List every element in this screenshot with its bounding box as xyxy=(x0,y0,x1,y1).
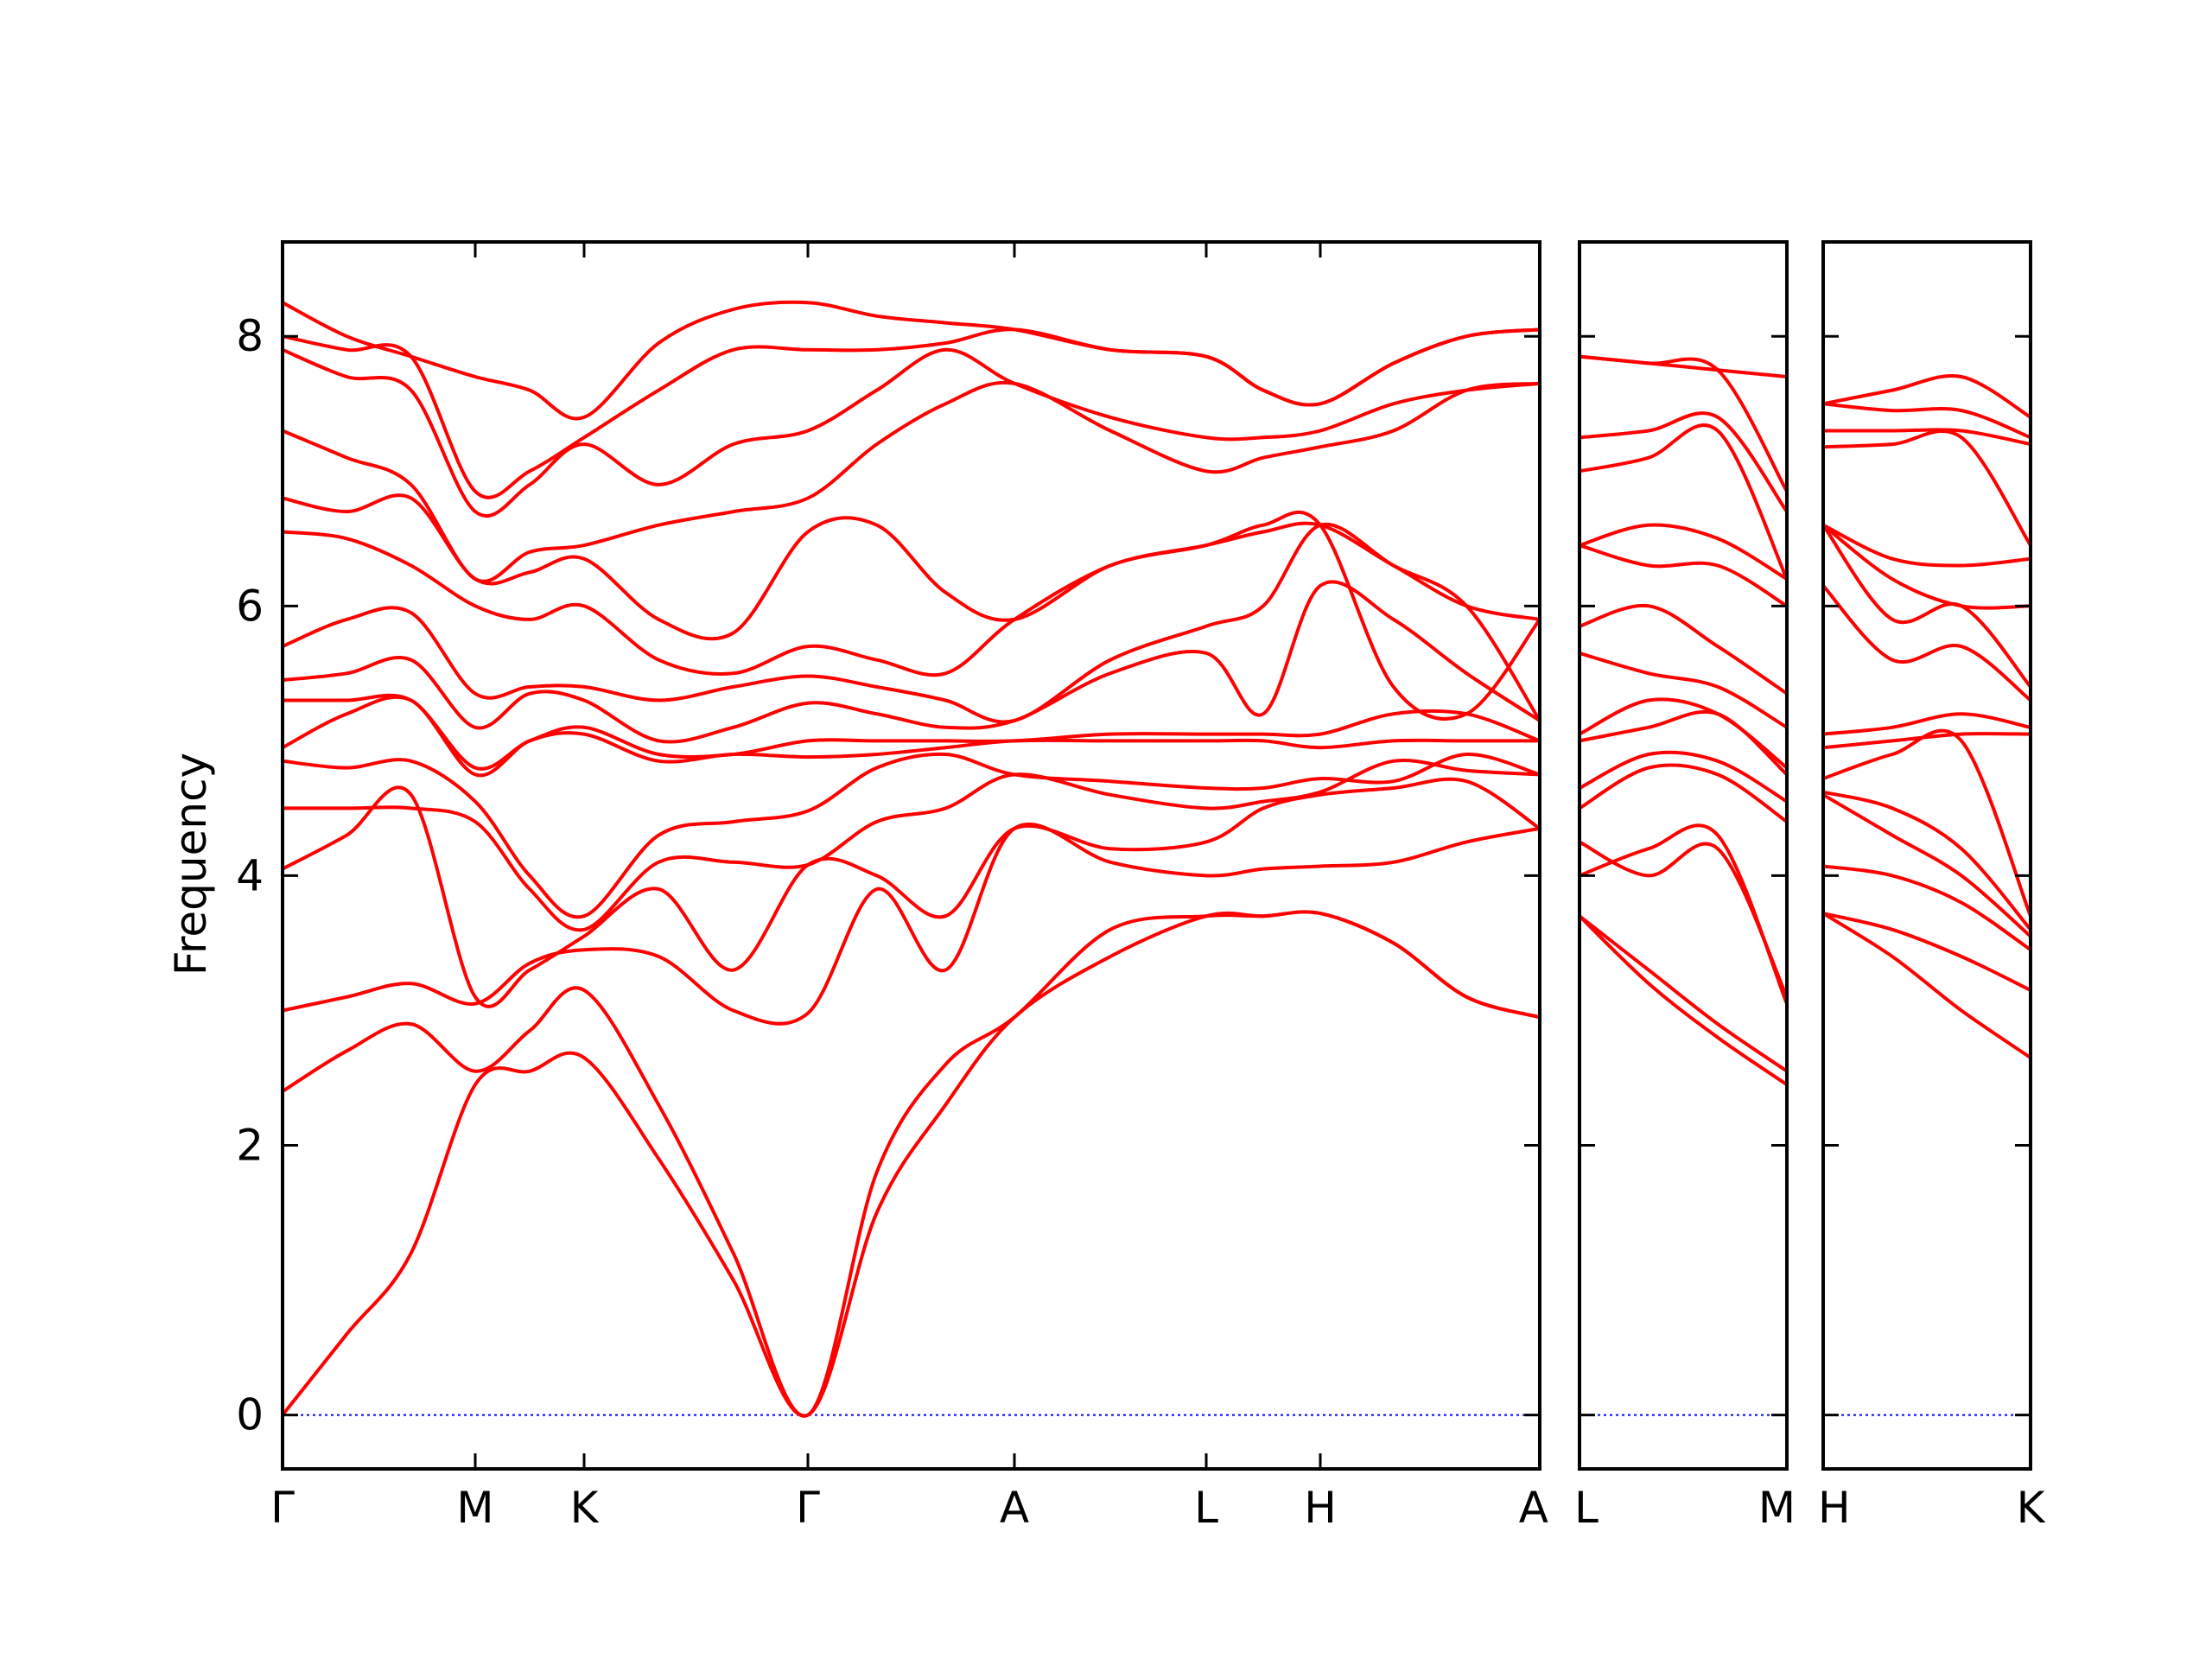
panel-frame xyxy=(1578,240,1789,1471)
y-tick-label: 2 xyxy=(236,1120,264,1170)
band-9-line xyxy=(1578,651,1789,729)
band-12-line xyxy=(1821,523,2032,568)
band-5-line xyxy=(281,759,1541,932)
x-tick-label: Γ xyxy=(270,1483,295,1533)
panel-frame xyxy=(1821,240,2032,1471)
band-7-line xyxy=(281,695,1541,778)
y-tick-label: 6 xyxy=(236,581,264,631)
band-10-line xyxy=(281,522,1541,724)
band-12-line xyxy=(1578,523,1789,582)
x-tick-label: H xyxy=(1818,1483,1851,1533)
band-16-line xyxy=(281,300,1541,421)
band-10-line xyxy=(1821,523,2032,689)
band-1-line xyxy=(1578,914,1789,1073)
x-tick-label: H xyxy=(1304,1483,1337,1533)
band-15-line xyxy=(1821,402,2032,440)
band-1-line xyxy=(1821,912,2032,1060)
band-12-line xyxy=(281,493,1541,721)
band-15-line xyxy=(281,327,1541,499)
band-8-line xyxy=(1578,697,1789,770)
band-15-line xyxy=(1578,354,1789,493)
band-13-line xyxy=(1821,429,2032,548)
band-14-line xyxy=(1821,428,2032,447)
band-8-line xyxy=(1821,712,2032,736)
band-8-line xyxy=(281,693,1541,771)
band-4-line xyxy=(1578,840,1789,999)
band-3-line xyxy=(1821,864,2032,952)
band-7-line xyxy=(1821,732,2032,750)
x-tick-label: A xyxy=(1000,1483,1029,1533)
band-16-line xyxy=(1578,354,1789,378)
x-tick-label: K xyxy=(570,1483,600,1533)
band-6-line xyxy=(1578,750,1789,804)
band-4-line xyxy=(1821,792,2032,938)
band-2-line xyxy=(1821,912,2032,992)
panel-frame xyxy=(281,240,1541,1471)
band-6-line xyxy=(281,752,1541,919)
band-2-line xyxy=(281,910,1541,1418)
band-13-line xyxy=(281,380,1541,583)
band-2-line xyxy=(1578,914,1789,1087)
band-5-line xyxy=(1578,763,1789,823)
band-9-line xyxy=(281,580,1541,744)
band-11-line xyxy=(281,521,1541,677)
x-tick-label: A xyxy=(1519,1483,1548,1533)
x-tick-label: M xyxy=(456,1483,493,1533)
band-11-line xyxy=(1821,523,2032,610)
band-13-line xyxy=(1578,423,1789,582)
x-tick-label: L xyxy=(1574,1483,1599,1533)
band-3-line xyxy=(281,822,1541,1026)
band-10-line xyxy=(1578,603,1789,696)
band-5-line xyxy=(1821,790,2032,931)
x-tick-label: L xyxy=(1194,1483,1218,1533)
band-16-line xyxy=(1821,374,2032,419)
y-axis-label: Frequency xyxy=(166,753,216,976)
y-tick-label: 8 xyxy=(236,311,264,361)
x-tick-label: M xyxy=(1758,1483,1796,1533)
band-6-line xyxy=(1821,728,2032,918)
band-14-line xyxy=(281,347,1541,518)
x-tick-label: Γ xyxy=(796,1483,820,1533)
x-tick-label: K xyxy=(2017,1483,2046,1533)
panel-1: 0 2 4 6 8 Γ M K Γ A L H A xyxy=(236,240,1548,1533)
band-14-line xyxy=(1578,411,1789,514)
band-11-line xyxy=(1578,543,1789,608)
band-9-line xyxy=(1821,583,2032,702)
y-tick-label: 4 xyxy=(236,850,264,900)
y-tick-label: 0 xyxy=(236,1390,264,1440)
band-3-line xyxy=(1578,823,1789,1006)
